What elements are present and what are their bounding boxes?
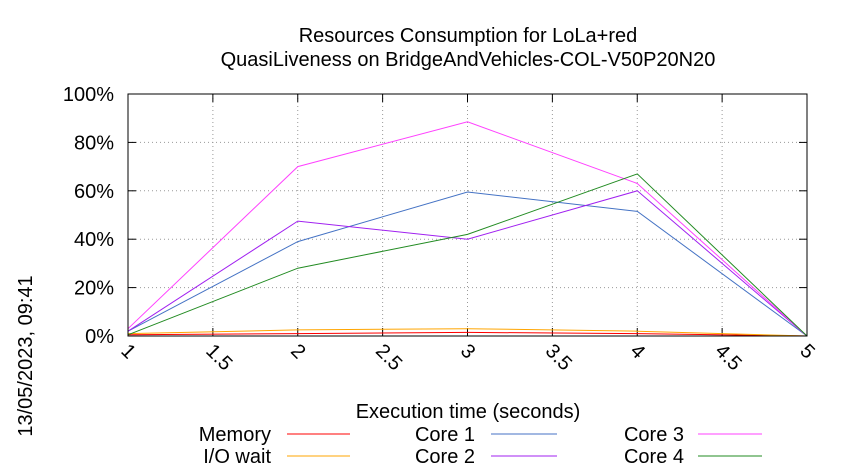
x-tick-label: 4.5 [711, 340, 746, 375]
y-tick-label: 100% [63, 84, 114, 106]
x-tick-label: 3.5 [541, 340, 576, 375]
x-tick-label: 4 [626, 340, 649, 363]
legend-label-memory: Memory [199, 424, 271, 446]
chart-title: Resources Consumption for LoLa+red [299, 25, 638, 47]
x-tick-label: 2.5 [371, 340, 406, 375]
x-tick-label: 1.5 [201, 340, 236, 375]
timestamp-label: 13/05/2023, 09:41 [15, 275, 37, 436]
grid [127, 93, 808, 337]
series-lines [127, 121, 808, 337]
y-tick-label: 20% [74, 278, 114, 300]
y-tick-label: 0% [85, 326, 114, 348]
legend-label-core-1: Core 1 [415, 424, 475, 446]
x-tick-label: 3 [456, 340, 479, 363]
chart-subtitle: QuasiLiveness on BridgeAndVehicles-COL-V… [221, 49, 716, 71]
series-line-i-o-wait [127, 328, 808, 337]
legend-label-core-3: Core 3 [624, 424, 684, 446]
y-tick-label: 60% [74, 181, 114, 203]
series-line-memory [127, 331, 808, 337]
axis-ticks: 0% 20% 40% 60% 80% 100% 1 1.5 2 2.5 3 3.5 4 4.5 5 [63, 84, 819, 375]
series-line-core-1 [127, 191, 808, 337]
legend-label-core-2: Core 2 [415, 446, 475, 468]
series-line-core-4 [127, 173, 808, 337]
x-tick-label: 2 [286, 340, 309, 363]
legend-label-i-o-wait: I/O wait [203, 446, 271, 468]
x-tick-label: 5 [795, 340, 818, 363]
x-axis-label: Execution time (seconds) [356, 401, 581, 423]
series-line-core-2 [127, 190, 808, 337]
series-line-core-3 [127, 121, 808, 337]
plot-frame [127, 93, 808, 337]
legend-label-core-4: Core 4 [624, 446, 684, 468]
x-tick-label: 1 [116, 340, 139, 363]
y-tick-label: 80% [74, 132, 114, 154]
y-tick-label: 40% [74, 229, 114, 251]
